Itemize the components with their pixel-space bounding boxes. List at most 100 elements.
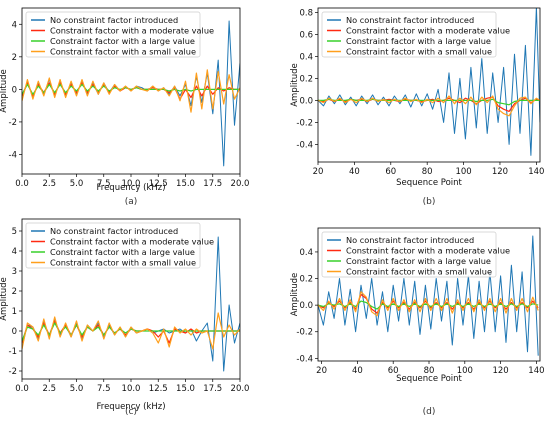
x-tick-label: 40: [349, 167, 360, 177]
x-tick-label: 80: [424, 366, 435, 376]
y-tick-label: 1: [12, 307, 17, 317]
y-tick-label: 2: [12, 287, 17, 297]
x-axis-label: Sequence Point: [396, 374, 462, 384]
y-tick-label: 4: [12, 247, 17, 257]
y-axis-label: Amplitude: [290, 63, 300, 107]
y-tick-label: 5: [12, 227, 17, 237]
legend-entry: Constraint factor with a small value: [346, 47, 492, 57]
y-tick-label: -4: [9, 150, 17, 160]
series-group: [22, 20, 240, 167]
legend-box: [25, 222, 201, 269]
x-tick-label: 2.5: [42, 179, 56, 189]
y-tick-label: -0.2: [296, 328, 313, 338]
y-tick-label: -0.2: [296, 118, 313, 128]
x-axis-label: Frequency (kHz): [96, 402, 165, 412]
legend-entry: No constraint factor introduced: [346, 15, 474, 25]
chart-a: 0.0 2.5 5.0 7.5 10.0 12.5 15.0 17.5 20.0 -4 -2 0 2 4 F…: [0, 7, 250, 207]
x-tick-label: 17.5: [203, 384, 222, 394]
x-tick-label: 7.5: [97, 179, 111, 189]
x-tick-label: 60: [388, 366, 399, 376]
legend-entry: Constraint factor with a small value: [346, 267, 492, 277]
y-tick-label: -0.4: [296, 140, 313, 150]
y-tick-label: 0.4: [299, 52, 313, 62]
subplot-caption: (c): [125, 407, 137, 417]
y-tick-label: -2: [9, 367, 17, 377]
y-tick-label: 0: [12, 327, 17, 337]
x-axis-label: Sequence Point: [396, 178, 462, 188]
legend-entry: Constraint factor with a large value: [50, 247, 195, 257]
axes-frame: [317, 7, 541, 163]
y-axis-label: Amplitude: [0, 69, 9, 113]
legend-box: [321, 231, 497, 278]
legend-entry: Constraint factor with a large value: [346, 36, 491, 46]
legend-entry: Constraint factor with a small value: [50, 47, 196, 57]
legend-entry: Constraint factor with a moderate value: [50, 26, 214, 36]
series-line-small: [22, 69, 240, 113]
y-tick-label: 0.4: [299, 248, 313, 258]
x-tick-label: 80: [422, 167, 433, 177]
series-group: [22, 236, 240, 372]
x-tick-label: 20: [316, 366, 327, 376]
x-axis-label: Frequency (kHz): [96, 183, 165, 193]
y-tick-label: 3: [12, 267, 17, 277]
x-tick-label: 120: [492, 366, 508, 376]
x-tick-label: 100: [455, 167, 471, 177]
series-line-small: [318, 95, 540, 117]
subplot-caption: (d): [423, 407, 436, 417]
x-tick-label: 20.0: [231, 179, 250, 189]
legend-entry: Constraint factor with a large value: [50, 36, 195, 46]
y-tick-label: -0.4: [296, 354, 313, 364]
x-tick-label: 60: [385, 167, 396, 177]
legend-entry: Constraint factor with a large value: [346, 256, 491, 266]
y-tick-label: 0.2: [299, 74, 313, 84]
y-tick-label: -2: [9, 118, 17, 128]
chart-b: 20 40 60 80 100 120 140 -0.4 -0.2 0.0 0.2 0.4 0.6 0.8…: [290, 7, 544, 207]
x-tick-label: 140: [528, 167, 544, 177]
y-tick-label: 0: [12, 85, 17, 95]
x-tick-label: 20.0: [231, 384, 250, 394]
subplot-caption: (b): [423, 197, 436, 207]
x-tick-label: 15.0: [176, 179, 195, 189]
legend-entry: Constraint factor with a small value: [50, 258, 196, 268]
legend-box: [321, 11, 497, 58]
x-tick-label: 0.0: [15, 179, 29, 189]
x-tick-label: 5.0: [70, 384, 84, 394]
y-tick-label: 0.8: [299, 8, 313, 18]
x-tick-label: 12.5: [149, 179, 168, 189]
x-tick-label: 20: [313, 167, 324, 177]
y-tick-label: 0.0: [299, 96, 313, 106]
x-tick-label: 15.0: [176, 384, 195, 394]
legend-entry: No constraint factor introduced: [50, 15, 178, 25]
x-tick-label: 10.0: [122, 179, 141, 189]
series-group: [318, 8, 540, 156]
chart-c: 0.0 2.5 5.0 7.5 10.0 12.5 15.0 17.5 20.0 -2 -1 0 1 2 3…: [0, 218, 250, 417]
x-tick-label: 100: [457, 366, 473, 376]
series-line-small: [22, 312, 240, 350]
x-tick-label: 12.5: [149, 384, 168, 394]
x-tick-label: 5.0: [70, 179, 84, 189]
x-tick-label: 17.5: [203, 179, 222, 189]
subplot-caption: (a): [125, 197, 138, 207]
chart-d: 20 40 60 80 100 120 140 -0.4 -0.2 0.0 0.2 0.4 Sequen…: [290, 227, 545, 417]
x-tick-label: 140: [528, 366, 544, 376]
series-group: [318, 235, 539, 356]
legend-entry: No constraint factor introduced: [346, 235, 474, 245]
series-line-small: [318, 291, 539, 317]
legend-entry: Constraint factor with a moderate value: [50, 237, 214, 247]
x-tick-label: 40: [352, 366, 363, 376]
y-tick-label: -1: [9, 347, 17, 357]
x-tick-label: 10.0: [122, 384, 141, 394]
legend-entry: Constraint factor with a moderate value: [346, 26, 510, 36]
legend-entry: Constraint factor with a moderate value: [346, 246, 510, 256]
y-axis-label: Amplitude: [0, 277, 9, 321]
x-tick-label: 7.5: [97, 384, 111, 394]
y-tick-label: 2: [12, 53, 17, 63]
y-tick-label: 0.0: [299, 301, 313, 311]
legend-box: [25, 11, 201, 58]
y-tick-label: 4: [12, 20, 17, 30]
x-tick-label: 0.0: [15, 384, 29, 394]
x-tick-label: 120: [492, 167, 508, 177]
legend-entry: No constraint factor introduced: [50, 226, 178, 236]
y-tick-label: 0.6: [299, 30, 313, 40]
